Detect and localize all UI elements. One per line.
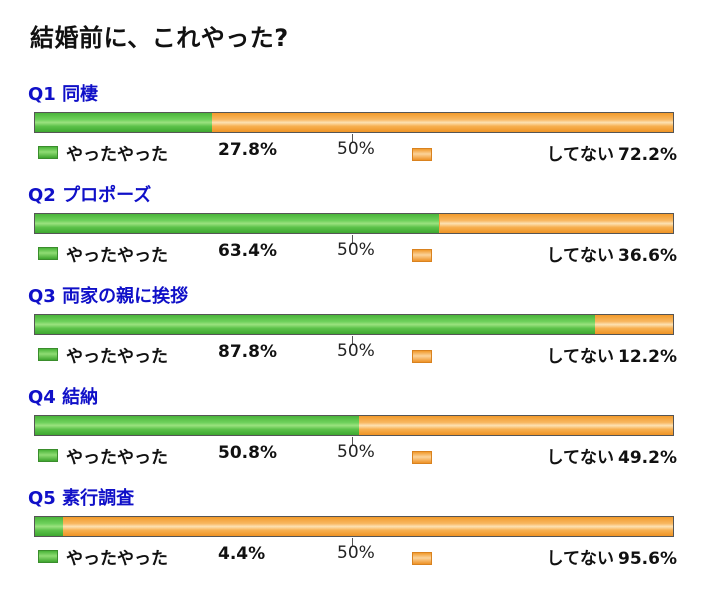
midpoint-label: 50%	[337, 139, 375, 159]
midpoint-label: 50%	[337, 543, 375, 563]
yes-swatch	[38, 146, 58, 159]
midpoint-label: 50%	[337, 341, 375, 361]
midpoint-tick	[352, 336, 353, 344]
yes-swatch	[38, 247, 58, 260]
yes-label: やったやった	[66, 347, 168, 367]
stacked-bar	[34, 112, 674, 133]
no-label: してない	[546, 145, 615, 165]
question-block: Q3 両家の親に挨拶 やったやった 87.8% 50% してない 12.2%	[0, 282, 705, 383]
bar-segment-yes	[35, 214, 440, 233]
midpoint-tick	[352, 134, 353, 142]
no-percent: 95.6%	[618, 549, 677, 569]
stacked-bar	[34, 314, 674, 335]
no-label: してない	[546, 448, 615, 468]
question-block: Q5 素行調査 やったやった 4.4% 50% してない 95.6%	[0, 484, 705, 585]
yes-percent: 63.4%	[218, 241, 277, 261]
stacked-bar	[34, 415, 674, 436]
yes-percent: 50.8%	[218, 443, 277, 463]
bar-segment-no	[212, 113, 673, 132]
yes-label: やったやった	[66, 246, 168, 266]
no-label-group: してない 95.6%	[543, 544, 677, 569]
no-percent: 49.2%	[618, 448, 677, 468]
question-block: Q2 プロポーズ やったやった 63.4% 50% してない 36.6%	[0, 181, 705, 282]
yes-percent: 4.4%	[218, 544, 266, 564]
no-swatch	[412, 249, 432, 262]
yes-label: やったやった	[66, 549, 168, 569]
no-label-group: してない 72.2%	[543, 140, 677, 165]
bar-segment-no	[359, 416, 673, 435]
no-swatch	[412, 350, 432, 363]
yes-label: やったやった	[66, 145, 168, 165]
midpoint-tick	[352, 437, 353, 445]
yes-percent: 87.8%	[218, 342, 277, 362]
midpoint-label: 50%	[337, 240, 375, 260]
bar-segment-yes	[35, 113, 213, 132]
question-label: Q2 プロポーズ	[28, 185, 152, 206]
question-block: Q1 同棲 やったやった 27.8% 50% してない 72.2%	[0, 80, 705, 181]
no-label-group: してない 12.2%	[543, 342, 677, 367]
no-label: してない	[546, 246, 615, 266]
bar-segment-yes	[35, 416, 360, 435]
bar-segment-yes	[35, 517, 64, 536]
no-percent: 12.2%	[618, 347, 677, 367]
yes-swatch	[38, 550, 58, 563]
question-label: Q1 同棲	[28, 84, 99, 105]
bar-segment-no	[439, 214, 673, 233]
legend-row: やったやった 4.4% 50% してない 95.6%	[0, 542, 705, 569]
legend-row: やったやった 50.8% 50% してない 49.2%	[0, 441, 705, 468]
midpoint-tick	[352, 235, 353, 243]
no-swatch	[412, 552, 432, 565]
yes-swatch	[38, 348, 58, 361]
no-label: してない	[546, 549, 615, 569]
stacked-bar	[34, 213, 674, 234]
no-percent: 72.2%	[618, 145, 677, 165]
question-label: Q3 両家の親に挨拶	[28, 286, 189, 307]
question-block: Q4 結納 やったやった 50.8% 50% してない 49.2%	[0, 383, 705, 484]
stacked-bar	[34, 516, 674, 537]
no-label-group: してない 49.2%	[543, 443, 677, 468]
yes-label: やったやった	[66, 448, 168, 468]
no-swatch	[412, 451, 432, 464]
no-swatch	[412, 148, 432, 161]
no-percent: 36.6%	[618, 246, 677, 266]
legend-row: やったやった 27.8% 50% してない 72.2%	[0, 138, 705, 165]
question-label: Q4 結納	[28, 387, 99, 408]
bar-segment-yes	[35, 315, 596, 334]
no-label-group: してない 36.6%	[543, 241, 677, 266]
bar-segment-no	[595, 315, 673, 334]
midpoint-tick	[352, 538, 353, 546]
no-label: してない	[546, 347, 615, 367]
page-title: 結婚前に、これやった?	[30, 24, 289, 52]
yes-percent: 27.8%	[218, 140, 277, 160]
midpoint-label: 50%	[337, 442, 375, 462]
legend-row: やったやった 63.4% 50% してない 36.6%	[0, 239, 705, 266]
legend-row: やったやった 87.8% 50% してない 12.2%	[0, 340, 705, 367]
question-label: Q5 素行調査	[28, 488, 135, 509]
bar-segment-no	[63, 517, 673, 536]
yes-swatch	[38, 449, 58, 462]
